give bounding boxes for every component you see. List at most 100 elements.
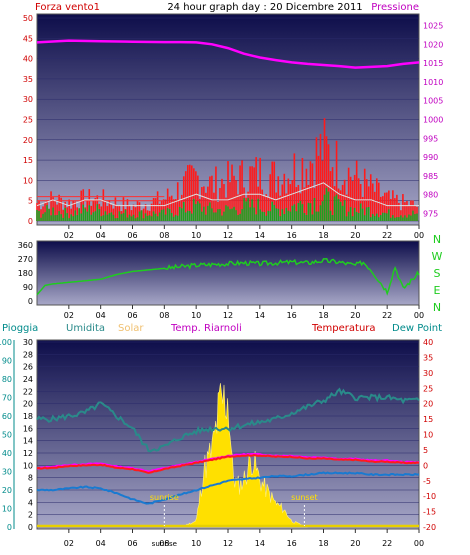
temperature-tick-label: 40	[423, 338, 433, 347]
rain-tick-label: 50	[2, 431, 12, 440]
direction-x-tick-label: 10	[191, 311, 201, 320]
humidity-tick-label: 24	[23, 375, 33, 384]
temperature-tick-label: 15	[423, 415, 433, 424]
wind-tick-label: 30	[23, 95, 33, 104]
rain-tick-label: 20	[2, 486, 12, 495]
legend-pioggia: Pioggia	[2, 323, 38, 334]
wind-tick-label: 5	[28, 197, 33, 206]
dewpoint-line	[36, 471, 419, 505]
temperature-tick-label: 5	[423, 446, 428, 455]
wind-mean-line	[36, 182, 419, 207]
direction-x-tick-label: 08	[159, 311, 169, 320]
temp-x-tick-label: 06	[127, 539, 137, 548]
wind-x-tick-label: 06	[127, 231, 137, 240]
wind-x-tick-label: 02	[64, 231, 74, 240]
temperature-tick-label: -5	[423, 477, 431, 486]
rain-tick-label: 60	[2, 412, 12, 421]
rain-tick-label: 30	[2, 468, 12, 477]
temp-x-tick-label: 00	[414, 539, 424, 548]
wind-x-tick-label: 00	[414, 231, 424, 240]
humidity-tick-label: 30	[23, 338, 33, 347]
temp-x-tick-label: 12	[223, 539, 233, 548]
humidity-tick-label: 22	[23, 387, 33, 396]
rain-tick-label: 90	[2, 357, 12, 366]
wind-x-tick-label: 12	[223, 231, 233, 240]
legend-riarnoli: Temp. Riarnoli	[170, 323, 242, 334]
direction-compass-label: N	[433, 301, 441, 314]
pressure-tick-label: 985	[423, 172, 438, 181]
humidity-tick-label: 16	[23, 424, 33, 433]
legend-solar: Solar	[118, 323, 144, 334]
wind-x-tick-label: 04	[96, 231, 106, 240]
temperature-tick-label: 10	[423, 431, 433, 440]
temp-x-tick-label: 22	[382, 539, 392, 548]
humidity-line	[36, 387, 420, 453]
temperature-tick-label: -15	[423, 508, 436, 517]
temp-x-tick-label: 04	[96, 539, 106, 548]
chart-title: 24 hour graph day : 20 Dicembre 2011	[167, 2, 362, 13]
temperature-tick-label: 0	[423, 461, 428, 470]
pressure-tick-label: 975	[423, 209, 438, 218]
sunrise-axis-label: sunrise	[152, 540, 177, 548]
pressure-tick-label: 990	[423, 153, 438, 162]
pressure-tick-label: 1020	[423, 40, 443, 49]
pressure-tick-label: 980	[423, 191, 438, 200]
temp-x-tick-label: 20	[350, 539, 360, 548]
wind-x-tick-label: 10	[191, 231, 201, 240]
temperature-tick-label: 20	[423, 400, 433, 409]
wind-x-tick-label: 14	[255, 231, 265, 240]
temp-x-tick-label: 02	[64, 539, 74, 548]
direction-compass-label: N	[433, 233, 441, 246]
humidity-tick-label: 28	[23, 350, 33, 359]
humidity-tick-label: 0	[28, 523, 33, 532]
wind-tick-label: 35	[23, 75, 33, 84]
direction-x-tick-label: 14	[255, 311, 265, 320]
pressure-tick-label: 1005	[423, 97, 443, 106]
pressure-tick-label: 1000	[423, 116, 443, 125]
wind-tick-label: 20	[23, 136, 33, 145]
wind-x-tick-label: 18	[318, 231, 328, 240]
humidity-tick-label: 12	[23, 449, 33, 458]
direction-tick-label: 360	[18, 241, 33, 250]
temperature-tick-label: -20	[423, 523, 436, 532]
wind-direction-line	[36, 258, 420, 296]
wind-x-tick-label: 22	[382, 231, 392, 240]
direction-compass-label: S	[434, 267, 441, 280]
humidity-tick-label: 18	[23, 412, 33, 421]
wind-tick-label: 45	[23, 34, 33, 43]
direction-tick-label: 0	[28, 297, 33, 306]
direction-x-tick-label: 16	[287, 311, 297, 320]
pressure-tick-label: 1015	[423, 59, 443, 68]
pressure-tick-label: 1010	[423, 78, 443, 87]
rain-tick-label: 40	[2, 449, 12, 458]
direction-compass-label: W	[432, 250, 443, 263]
wind-tick-label: 25	[23, 116, 33, 125]
humidity-tick-label: 4	[28, 498, 33, 507]
chart-layer: 0510152025303540455097598098599099510001…	[0, 14, 443, 548]
rain-tick-label: 0	[7, 523, 12, 532]
pressure-title: Pressione	[371, 2, 419, 13]
direction-tick-label: 270	[18, 255, 33, 264]
temp-x-tick-label: 18	[318, 539, 328, 548]
pressure-tick-label: 1025	[423, 22, 443, 31]
direction-x-tick-label: 18	[318, 311, 328, 320]
direction-x-tick-label: 00	[414, 311, 424, 320]
wind-tick-label: 50	[23, 14, 33, 23]
rain-tick-label: 80	[2, 375, 12, 384]
wind-x-tick-label: 08	[159, 231, 169, 240]
sun-marker-label: sunrise	[150, 493, 179, 502]
humidity-tick-label: 6	[28, 486, 33, 495]
humidity-tick-label: 26	[23, 363, 33, 372]
humidity-tick-label: 10	[23, 461, 33, 470]
temp-x-tick-label: 16	[287, 539, 297, 548]
direction-x-tick-label: 22	[382, 311, 392, 320]
pressure-tick-label: 995	[423, 134, 438, 143]
panel-direction	[36, 240, 420, 306]
direction-tick-label: 180	[18, 269, 33, 278]
temperature-tick-label: 25	[423, 384, 433, 393]
temperature-tick-label: 30	[423, 369, 433, 378]
legend-dewpoint: Dew Point	[392, 323, 442, 334]
humidity-tick-label: 8	[28, 474, 33, 483]
wind-tick-label: 15	[23, 156, 33, 165]
